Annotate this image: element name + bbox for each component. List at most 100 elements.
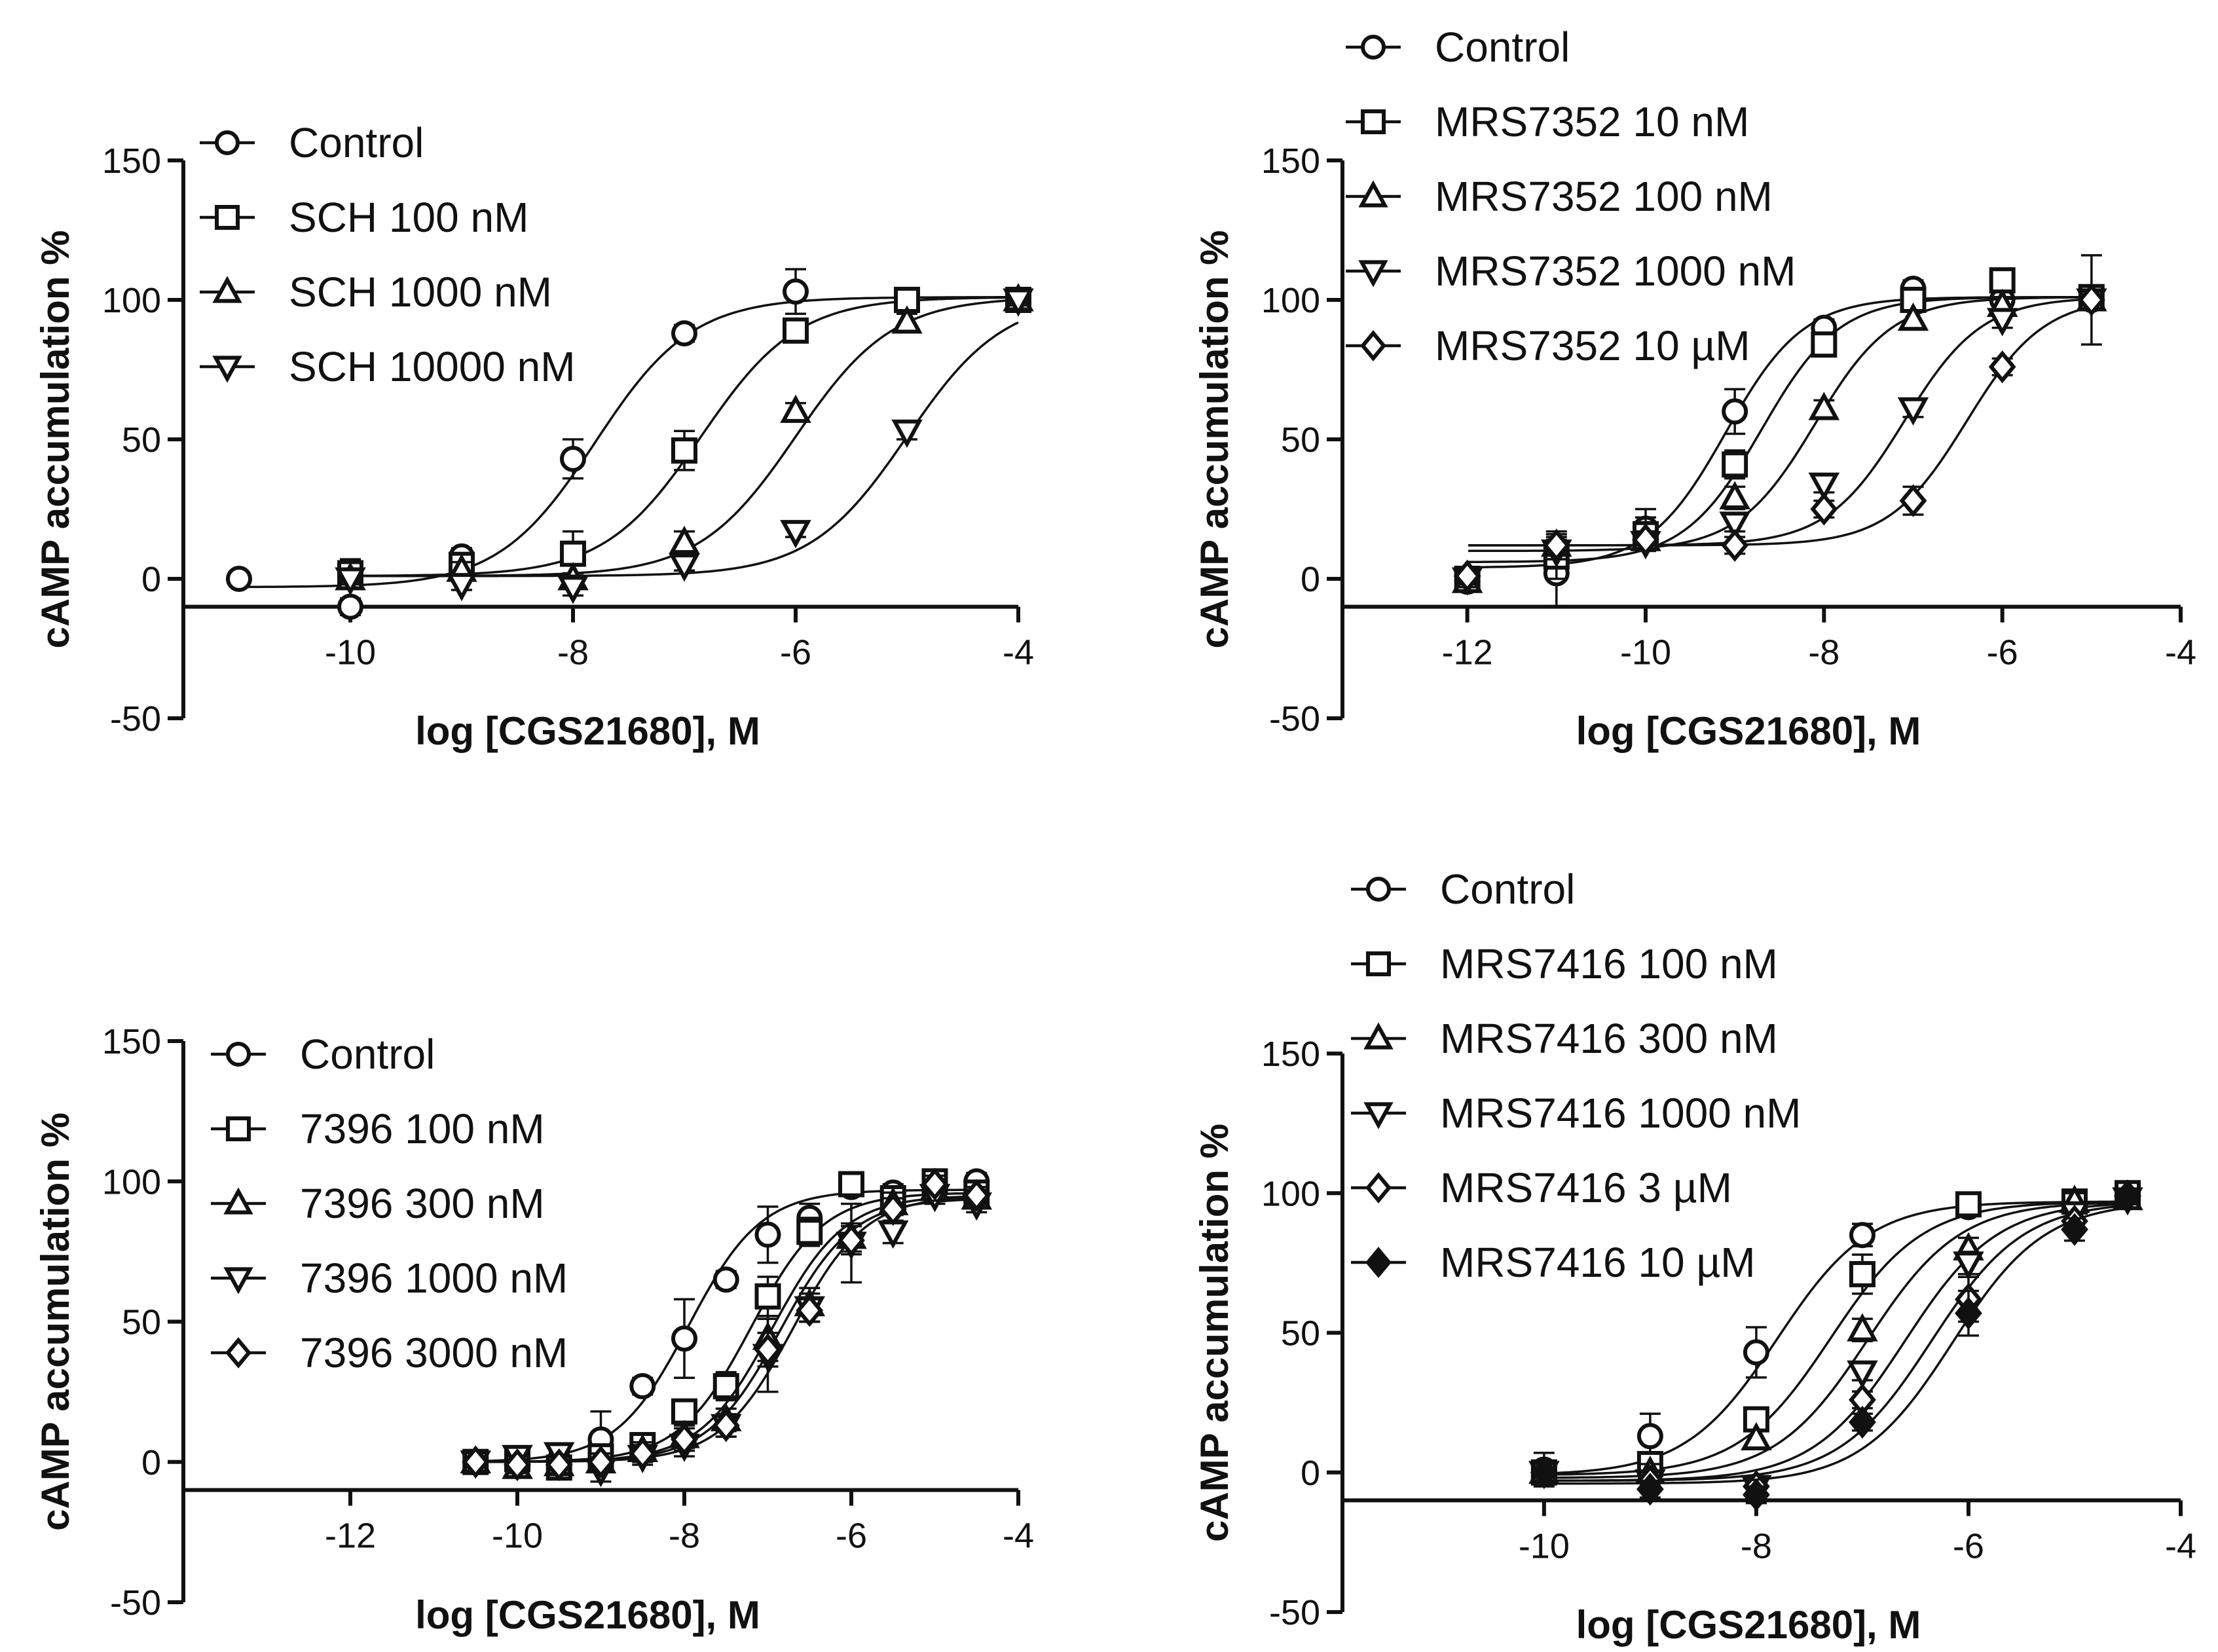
legend-marker xyxy=(1363,1102,1394,1129)
data-point xyxy=(1847,1360,1878,1389)
data-point xyxy=(1636,1423,1663,1450)
series-1 xyxy=(1530,1180,2141,1486)
chart-panel-bottom-left: -50 0 50 100 150 -12 -10 -8 -6 -4 log [CGS21680], … xyxy=(33,1022,1034,1637)
data-point xyxy=(1743,1339,1769,1366)
data-point xyxy=(1897,397,1929,426)
legend-label: MRS7416 1000 nM xyxy=(1440,1090,1801,1137)
data-point xyxy=(1542,528,1570,562)
legend-label: MRS7416 3 µM xyxy=(1440,1164,1732,1211)
y-tick-label: -50 xyxy=(110,1583,161,1623)
data-point xyxy=(1453,559,1481,593)
legend-marker xyxy=(1363,1022,1394,1050)
series-3 xyxy=(335,288,1034,604)
y-tick-label: 0 xyxy=(141,560,161,599)
legend-label: Control xyxy=(1440,866,1575,913)
series-2 xyxy=(1528,1182,2143,1484)
data-point xyxy=(629,1373,656,1400)
series-4 xyxy=(1453,283,2105,593)
data-point xyxy=(669,525,700,555)
legend-label: Control xyxy=(289,119,424,166)
y-tick-label: -50 xyxy=(110,699,161,739)
data-point xyxy=(545,1448,573,1482)
data-point xyxy=(780,394,811,423)
y-tick-label: 0 xyxy=(1301,1454,1320,1493)
legend: Control MRS7416 100 nM MRS7416 300 nM MRS74… xyxy=(1351,866,1801,1286)
data-point xyxy=(754,1283,781,1310)
y-tick-label: 50 xyxy=(1281,420,1320,460)
data-point xyxy=(712,1266,739,1293)
y-tick-label: 100 xyxy=(1261,281,1320,320)
data-point xyxy=(629,1437,657,1470)
legend-marker xyxy=(1358,180,1388,208)
data-point xyxy=(796,1294,824,1327)
x-tick-label: -12 xyxy=(325,1516,376,1556)
fit-curve xyxy=(1468,296,2093,553)
x-tick-label: -6 xyxy=(836,1516,867,1556)
data-point xyxy=(963,1179,991,1212)
y-tick-label: 50 xyxy=(1281,1314,1320,1353)
legend-label: MRS7352 100 nM xyxy=(1435,173,1773,220)
data-point xyxy=(1808,392,1840,420)
y-tick-label: 150 xyxy=(102,141,161,181)
data-point xyxy=(1742,1478,1770,1511)
legend: Control 7396 100 nM 7396 300 nM 7396 1000 n… xyxy=(211,1031,568,1376)
data-point xyxy=(504,1448,531,1482)
x-tick-label: -4 xyxy=(2165,1526,2196,1566)
data-point xyxy=(462,1445,490,1478)
data-point xyxy=(1741,1422,1772,1451)
data-point xyxy=(1986,308,2018,337)
y-axis-title: cAMP accumulation % xyxy=(33,230,77,648)
x-tick-label: -8 xyxy=(1741,1526,1772,1566)
y-axis-title: cAMP accumulation % xyxy=(1192,230,1236,648)
x-axis-title: log [CGS21680], M xyxy=(415,709,760,753)
y-tick-label: -50 xyxy=(1269,1593,1320,1632)
series-3 xyxy=(1528,1187,2143,1503)
data-point xyxy=(1530,1456,1558,1489)
legend-label: SCH 10000 nM xyxy=(289,343,576,390)
legend-label: MRS7416 10 µM xyxy=(1440,1239,1756,1286)
data-point xyxy=(1722,398,1748,425)
data-point xyxy=(1955,1296,1982,1330)
data-point xyxy=(446,573,477,602)
legend-marker xyxy=(1358,260,1388,287)
legend-marker xyxy=(1366,951,1391,976)
data-point xyxy=(2114,1179,2141,1213)
legend-label: MRS7416 300 nM xyxy=(1440,1015,1778,1062)
legend-marker xyxy=(1365,1172,1392,1203)
data-point xyxy=(712,1408,740,1442)
x-tick-label: -6 xyxy=(780,633,811,672)
x-tick-label: -10 xyxy=(325,633,376,672)
data-point xyxy=(891,305,923,334)
fit-curve xyxy=(1543,1207,2127,1485)
data-point xyxy=(1808,472,1840,501)
y-tick-label: -50 xyxy=(1269,699,1320,739)
data-point xyxy=(557,576,589,604)
legend-label: Control xyxy=(1435,24,1570,71)
data-point xyxy=(1719,511,1750,540)
data-point xyxy=(1953,1251,1984,1280)
data-point xyxy=(671,1325,697,1352)
legend-marker xyxy=(212,356,242,383)
legend-marker xyxy=(215,130,240,155)
y-axis-title: cAMP accumulation % xyxy=(1192,1124,1236,1542)
legend-marker xyxy=(1361,35,1386,60)
legend-marker xyxy=(212,276,242,303)
data-point xyxy=(671,320,697,347)
data-point xyxy=(671,437,697,464)
data-point xyxy=(754,1333,782,1367)
data-point xyxy=(1849,1405,1876,1439)
x-tick-label: -6 xyxy=(1953,1526,1984,1566)
y-tick-label: 0 xyxy=(141,1443,161,1482)
legend-marker xyxy=(1360,330,1386,361)
legend: Control MRS7352 10 nM MRS7352 100 nM MRS735… xyxy=(1346,24,1796,369)
x-tick-label: -4 xyxy=(2165,633,2196,672)
data-point xyxy=(1988,350,2016,384)
y-axis-title: cAMP accumulation % xyxy=(33,1112,77,1531)
fit-curve xyxy=(1468,296,2093,563)
legend-label: 7396 1000 nM xyxy=(300,1255,568,1302)
legend-marker xyxy=(1361,109,1386,134)
chart-panel-bottom-right: -50 0 50 100 150 -10 -8 -6 -4 log [CGS21680], M cA… xyxy=(1192,866,2196,1647)
x-axis-title: log [CGS21680], M xyxy=(415,1593,760,1637)
chart-panel-top-left: -50 0 50 100 150 -10 -8 -6 -4 log [CGS21680], M cA… xyxy=(33,119,1034,753)
